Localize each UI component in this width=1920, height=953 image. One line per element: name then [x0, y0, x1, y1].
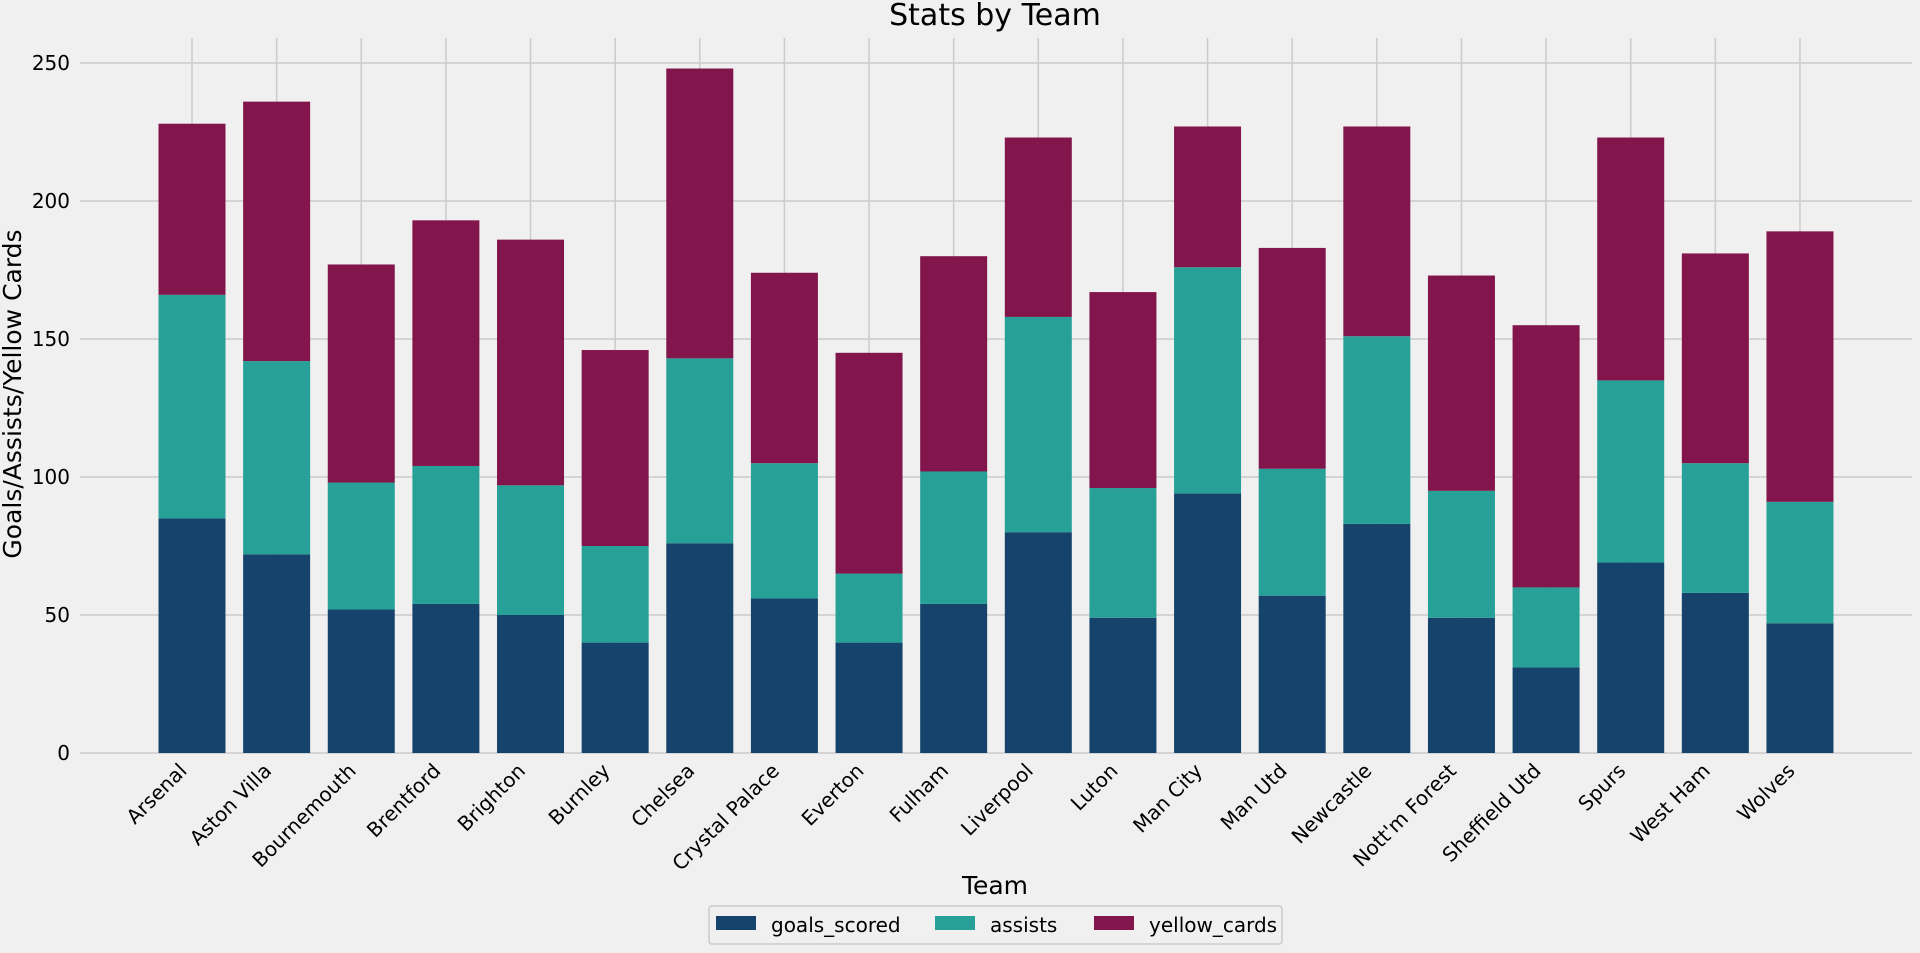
- bar-goals-scored: [920, 603, 988, 753]
- bar-yellow-cards: [666, 68, 734, 359]
- bar-yellow-cards: [1343, 126, 1411, 337]
- legend-label: assists: [990, 913, 1057, 937]
- legend-swatch: [716, 916, 756, 930]
- bar-goals-scored: [1512, 667, 1580, 753]
- bar-assists: [1597, 380, 1665, 563]
- bar-assists: [1512, 587, 1580, 668]
- bar-assists: [158, 294, 226, 519]
- bar-yellow-cards: [1427, 275, 1495, 491]
- bar-yellow-cards: [1681, 253, 1749, 464]
- bar-goals-scored: [581, 642, 649, 753]
- bar-yellow-cards: [1004, 137, 1072, 317]
- bar-assists: [1766, 501, 1834, 624]
- bar-assists: [327, 482, 395, 610]
- bar-assists: [581, 546, 649, 643]
- y-tick-label: 200: [32, 189, 70, 213]
- y-tick-label: 100: [32, 465, 70, 489]
- bar-assists: [1004, 316, 1072, 533]
- legend-swatch: [935, 916, 975, 930]
- legend: goals_scored assists yellow_cards: [708, 905, 1283, 945]
- bar-goals-scored: [1681, 592, 1749, 753]
- bar-assists: [920, 471, 988, 604]
- bar-goals-scored: [1343, 523, 1411, 753]
- bar-assists: [1258, 468, 1326, 596]
- bar-goals-scored: [1089, 617, 1157, 753]
- bar-yellow-cards: [1512, 325, 1580, 588]
- bar-yellow-cards: [1089, 292, 1157, 489]
- bar-yellow-cards: [327, 264, 395, 483]
- bar-yellow-cards: [1258, 247, 1326, 469]
- bar-goals-scored: [835, 642, 903, 753]
- y-axis-title: Goals/Assists/Yellow Cards: [0, 229, 27, 558]
- bar-assists: [497, 485, 565, 615]
- bar-assists: [1343, 336, 1411, 524]
- bar-goals-scored: [1766, 623, 1834, 753]
- bar-yellow-cards: [497, 239, 565, 486]
- bar-yellow-cards: [1597, 137, 1665, 381]
- y-tick-label: 50: [45, 603, 70, 627]
- bar-assists: [1174, 267, 1242, 494]
- bar-goals-scored: [666, 543, 734, 753]
- x-axis-title: Team: [961, 871, 1028, 900]
- bar-assists: [750, 463, 818, 599]
- bar-yellow-cards: [1766, 231, 1834, 502]
- bar-yellow-cards: [243, 101, 311, 362]
- y-tick-label: 250: [32, 51, 70, 75]
- bar-yellow-cards: [835, 352, 903, 574]
- bar-goals-scored: [1427, 617, 1495, 753]
- bar-goals-scored: [412, 603, 480, 753]
- bar-assists: [1427, 490, 1495, 618]
- y-axis-ticks: 0 50 100 150 200 250: [32, 51, 70, 765]
- bars: [158, 68, 1834, 753]
- bar-assists: [412, 465, 480, 604]
- bar-yellow-cards: [412, 220, 480, 466]
- bar-goals-scored: [158, 518, 226, 753]
- bar-assists: [666, 358, 734, 544]
- bar-yellow-cards: [750, 272, 818, 464]
- bar-goals-scored: [243, 554, 311, 753]
- legend-label: yellow_cards: [1149, 913, 1277, 937]
- bar-assists: [1089, 488, 1157, 618]
- legend-swatch: [1094, 916, 1134, 930]
- chart-title: Stats by Team: [889, 0, 1101, 33]
- bar-goals-scored: [750, 598, 818, 753]
- bar-goals-scored: [1174, 493, 1242, 753]
- bar-goals-scored: [497, 615, 565, 753]
- bar-assists: [243, 361, 311, 555]
- bar-goals-scored: [1258, 595, 1326, 753]
- bar-yellow-cards: [581, 350, 649, 546]
- legend-label: goals_scored: [771, 913, 901, 937]
- bar-goals-scored: [1597, 562, 1665, 753]
- legend-frame: [708, 905, 1283, 945]
- bar-yellow-cards: [920, 256, 988, 472]
- bar-assists: [835, 573, 903, 643]
- y-tick-label: 0: [57, 741, 70, 765]
- y-tick-label: 150: [32, 327, 70, 351]
- bar-yellow-cards: [1174, 126, 1242, 268]
- bar-goals-scored: [1004, 532, 1072, 753]
- bar-goals-scored: [327, 609, 395, 753]
- bar-assists: [1681, 463, 1749, 593]
- bar-yellow-cards: [158, 123, 226, 295]
